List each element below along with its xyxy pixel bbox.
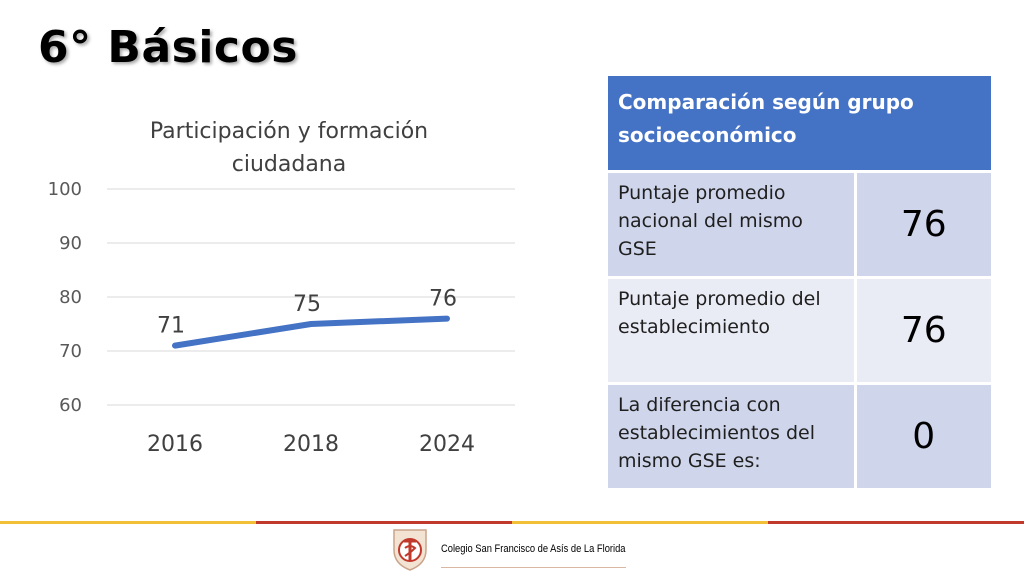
footer-line-segment — [256, 521, 512, 524]
data-label: 75 — [293, 292, 321, 317]
data-point — [446, 317, 448, 320]
footer-line-segment — [768, 521, 1024, 524]
row-value-difference: 0 — [855, 383, 991, 491]
line-chart: Participación y formación ciudadana 100 9… — [48, 119, 515, 457]
data-point — [310, 323, 312, 325]
slide-title: 6° Básicos — [38, 22, 298, 73]
school-logo — [393, 529, 427, 571]
table-row: Puntaje promedio nacional del mismo GSE … — [608, 171, 991, 279]
data-label: 71 — [157, 314, 185, 339]
data-point — [174, 344, 176, 347]
x-category-label: 2018 — [283, 432, 339, 457]
school-name-underline — [441, 567, 626, 568]
row-value-national-average: 76 — [855, 171, 991, 279]
chart-title-line-2: ciudadana — [232, 152, 346, 177]
row-label-difference: La diferencia con establecimientos del m… — [608, 383, 857, 491]
x-category-label: 2024 — [419, 432, 475, 457]
table-row: La diferencia con establecimientos del m… — [608, 383, 991, 491]
row-label-school-average: Puntaje promedio del establecimiento — [608, 277, 857, 385]
table-row: Puntaje promedio del establecimiento 76 — [608, 277, 991, 385]
y-tick-label: 80 — [59, 287, 82, 308]
series-line — [172, 315, 450, 349]
y-tick-label: 90 — [59, 233, 82, 254]
chart-title-line-1: Participación y formación — [150, 119, 428, 144]
row-value-school-average: 76 — [855, 277, 991, 385]
footer-line-segment — [512, 521, 768, 524]
comparison-table: Comparación según grupo socioeconómico P… — [608, 76, 991, 491]
y-tick-label: 70 — [59, 341, 82, 362]
table-header: Comparación según grupo socioeconómico — [608, 76, 991, 173]
x-category-label: 2016 — [147, 432, 203, 457]
y-tick-label: 100 — [48, 179, 82, 200]
school-name: Colegio San Francisco de Asís de La Flor… — [441, 543, 626, 555]
footer-divider — [0, 521, 1024, 524]
y-tick-label: 60 — [59, 395, 82, 416]
data-label: 76 — [429, 287, 457, 312]
row-label-national-average: Puntaje promedio nacional del mismo GSE — [608, 171, 857, 279]
footer-line-segment — [0, 521, 256, 524]
